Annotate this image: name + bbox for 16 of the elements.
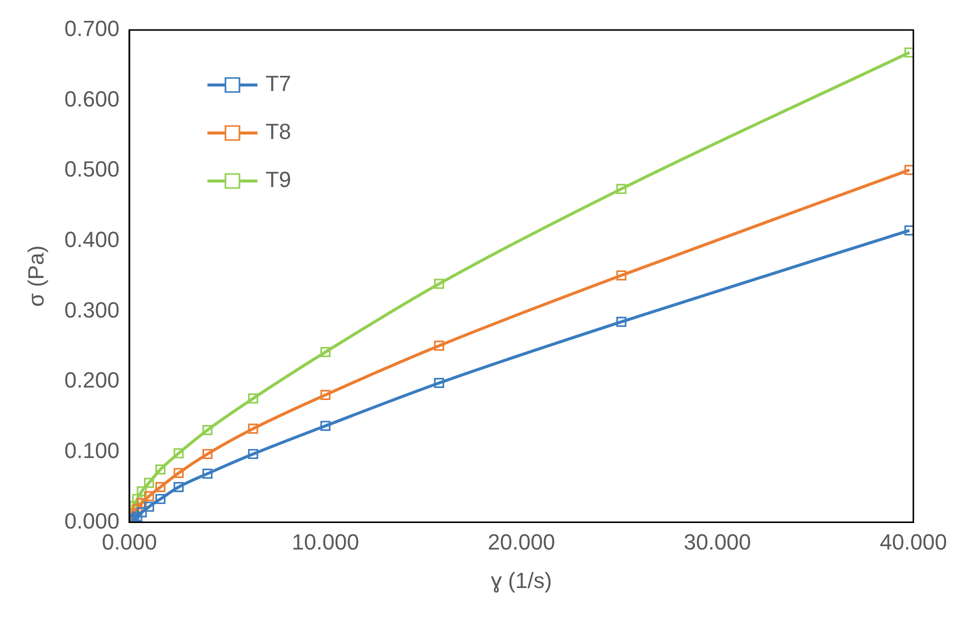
y-tick-label: 0.100 (64, 438, 120, 463)
y-tick-label: 0.400 (64, 227, 120, 252)
x-axis-title: ɣ (1/s) (490, 568, 552, 593)
y-tick-label: 0.500 (64, 156, 120, 182)
y-tick-label: 0.700 (64, 16, 120, 42)
y-tick-label: 0.200 (64, 368, 120, 393)
legend-label: T9 (265, 167, 292, 192)
legend-label: T7 (265, 71, 292, 96)
y-tick-label: 0.600 (64, 86, 120, 112)
y-tick-label: 0.300 (64, 297, 120, 322)
x-tick-label: 20.000 (488, 529, 556, 554)
y-axis-title: σ (Pa) (23, 245, 48, 307)
x-tick-label: 40.000 (880, 529, 948, 554)
x-tick-label: 30.000 (684, 529, 752, 554)
legend-label: T8 (265, 119, 292, 144)
x-tick-label: 10.000 (292, 529, 360, 554)
